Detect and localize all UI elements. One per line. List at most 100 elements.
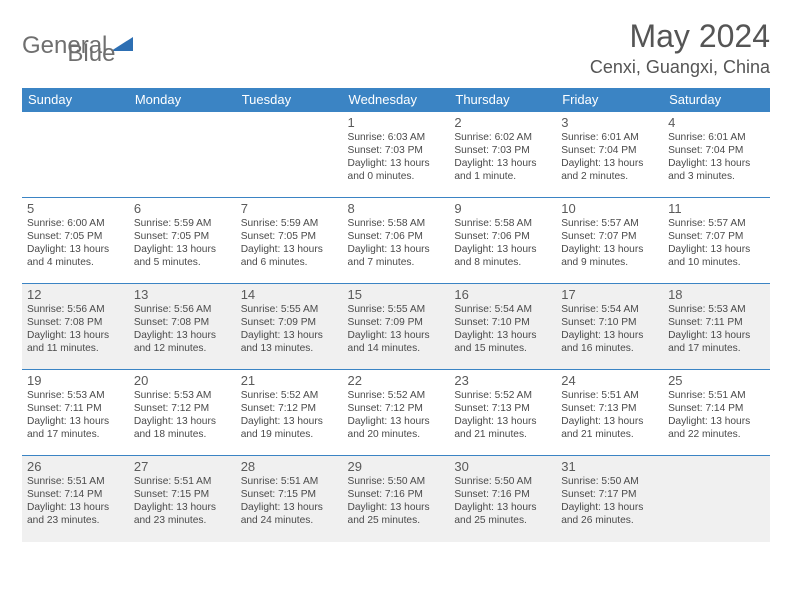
sunset-line: Sunset: 7:08 PM: [134, 316, 231, 329]
day-cell: 18Sunrise: 5:53 AMSunset: 7:11 PMDayligh…: [663, 284, 770, 370]
day-header: Sunday: [22, 88, 129, 112]
daylight-line: Daylight: 13 hours and 15 minutes.: [454, 329, 551, 355]
day-cell: 5Sunrise: 6:00 AMSunset: 7:05 PMDaylight…: [22, 198, 129, 284]
day-cell: 19Sunrise: 5:53 AMSunset: 7:11 PMDayligh…: [22, 370, 129, 456]
day-cell: 7Sunrise: 5:59 AMSunset: 7:05 PMDaylight…: [236, 198, 343, 284]
daylight-line: Daylight: 13 hours and 25 minutes.: [454, 501, 551, 527]
daylight-line: Daylight: 13 hours and 25 minutes.: [348, 501, 445, 527]
sunset-line: Sunset: 7:12 PM: [241, 402, 338, 415]
daylight-line: Daylight: 13 hours and 23 minutes.: [134, 501, 231, 527]
sunrise-line: Sunrise: 5:58 AM: [348, 217, 445, 230]
day-info: Sunrise: 5:52 AMSunset: 7:12 PMDaylight:…: [241, 389, 338, 441]
day-info: Sunrise: 5:50 AMSunset: 7:17 PMDaylight:…: [561, 475, 658, 527]
sunset-line: Sunset: 7:16 PM: [454, 488, 551, 501]
daylight-line: Daylight: 13 hours and 24 minutes.: [241, 501, 338, 527]
day-number: 5: [27, 201, 124, 216]
day-cell: 9Sunrise: 5:58 AMSunset: 7:06 PMDaylight…: [449, 198, 556, 284]
sunset-line: Sunset: 7:17 PM: [561, 488, 658, 501]
day-number: 14: [241, 287, 338, 302]
day-number: 10: [561, 201, 658, 216]
sunrise-line: Sunrise: 5:50 AM: [454, 475, 551, 488]
sunset-line: Sunset: 7:10 PM: [454, 316, 551, 329]
day-info: Sunrise: 5:54 AMSunset: 7:10 PMDaylight:…: [561, 303, 658, 355]
day-number: 20: [134, 373, 231, 388]
day-cell: [663, 456, 770, 542]
daylight-line: Daylight: 13 hours and 13 minutes.: [241, 329, 338, 355]
daylight-line: Daylight: 13 hours and 23 minutes.: [27, 501, 124, 527]
sunrise-line: Sunrise: 5:58 AM: [454, 217, 551, 230]
week-row: 1Sunrise: 6:03 AMSunset: 7:03 PMDaylight…: [22, 112, 770, 198]
sunrise-line: Sunrise: 5:59 AM: [134, 217, 231, 230]
sunset-line: Sunset: 7:05 PM: [134, 230, 231, 243]
week-row: 19Sunrise: 5:53 AMSunset: 7:11 PMDayligh…: [22, 370, 770, 456]
sunset-line: Sunset: 7:05 PM: [241, 230, 338, 243]
day-header-row: Sunday Monday Tuesday Wednesday Thursday…: [22, 88, 770, 112]
day-info: Sunrise: 5:50 AMSunset: 7:16 PMDaylight:…: [348, 475, 445, 527]
day-info: Sunrise: 5:51 AMSunset: 7:15 PMDaylight:…: [241, 475, 338, 527]
day-number: 11: [668, 201, 765, 216]
day-header: Wednesday: [343, 88, 450, 112]
day-cell: 23Sunrise: 5:52 AMSunset: 7:13 PMDayligh…: [449, 370, 556, 456]
sunrise-line: Sunrise: 5:57 AM: [668, 217, 765, 230]
daylight-line: Daylight: 13 hours and 7 minutes.: [348, 243, 445, 269]
day-number: 28: [241, 459, 338, 474]
daylight-line: Daylight: 13 hours and 17 minutes.: [668, 329, 765, 355]
day-info: Sunrise: 5:52 AMSunset: 7:13 PMDaylight:…: [454, 389, 551, 441]
sunrise-line: Sunrise: 5:51 AM: [241, 475, 338, 488]
day-info: Sunrise: 5:57 AMSunset: 7:07 PMDaylight:…: [668, 217, 765, 269]
day-cell: 3Sunrise: 6:01 AMSunset: 7:04 PMDaylight…: [556, 112, 663, 198]
day-cell: 12Sunrise: 5:56 AMSunset: 7:08 PMDayligh…: [22, 284, 129, 370]
day-cell: 6Sunrise: 5:59 AMSunset: 7:05 PMDaylight…: [129, 198, 236, 284]
day-cell: 16Sunrise: 5:54 AMSunset: 7:10 PMDayligh…: [449, 284, 556, 370]
day-header: Tuesday: [236, 88, 343, 112]
day-number: 26: [27, 459, 124, 474]
day-cell: 10Sunrise: 5:57 AMSunset: 7:07 PMDayligh…: [556, 198, 663, 284]
day-info: Sunrise: 6:01 AMSunset: 7:04 PMDaylight:…: [668, 131, 765, 183]
day-cell: 11Sunrise: 5:57 AMSunset: 7:07 PMDayligh…: [663, 198, 770, 284]
day-number: 3: [561, 115, 658, 130]
logo: General Blue: [22, 18, 115, 68]
day-cell: 30Sunrise: 5:50 AMSunset: 7:16 PMDayligh…: [449, 456, 556, 542]
daylight-line: Daylight: 13 hours and 5 minutes.: [134, 243, 231, 269]
day-number: 21: [241, 373, 338, 388]
day-info: Sunrise: 5:51 AMSunset: 7:13 PMDaylight:…: [561, 389, 658, 441]
sunrise-line: Sunrise: 5:56 AM: [134, 303, 231, 316]
sunrise-line: Sunrise: 5:54 AM: [561, 303, 658, 316]
day-info: Sunrise: 5:56 AMSunset: 7:08 PMDaylight:…: [134, 303, 231, 355]
daylight-line: Daylight: 13 hours and 26 minutes.: [561, 501, 658, 527]
day-number: 4: [668, 115, 765, 130]
day-number: 7: [241, 201, 338, 216]
day-info: Sunrise: 5:53 AMSunset: 7:11 PMDaylight:…: [27, 389, 124, 441]
day-info: Sunrise: 5:54 AMSunset: 7:10 PMDaylight:…: [454, 303, 551, 355]
sunrise-line: Sunrise: 5:53 AM: [668, 303, 765, 316]
day-cell: 22Sunrise: 5:52 AMSunset: 7:12 PMDayligh…: [343, 370, 450, 456]
week-row: 12Sunrise: 5:56 AMSunset: 7:08 PMDayligh…: [22, 284, 770, 370]
sunset-line: Sunset: 7:13 PM: [454, 402, 551, 415]
sunrise-line: Sunrise: 6:01 AM: [668, 131, 765, 144]
day-cell: 31Sunrise: 5:50 AMSunset: 7:17 PMDayligh…: [556, 456, 663, 542]
day-cell: 1Sunrise: 6:03 AMSunset: 7:03 PMDaylight…: [343, 112, 450, 198]
sunrise-line: Sunrise: 5:55 AM: [241, 303, 338, 316]
sunrise-line: Sunrise: 5:55 AM: [348, 303, 445, 316]
sunrise-line: Sunrise: 5:50 AM: [561, 475, 658, 488]
sunset-line: Sunset: 7:05 PM: [27, 230, 124, 243]
daylight-line: Daylight: 13 hours and 12 minutes.: [134, 329, 231, 355]
sunset-line: Sunset: 7:11 PM: [668, 316, 765, 329]
day-number: 29: [348, 459, 445, 474]
daylight-line: Daylight: 13 hours and 14 minutes.: [348, 329, 445, 355]
day-info: Sunrise: 5:53 AMSunset: 7:11 PMDaylight:…: [668, 303, 765, 355]
sunset-line: Sunset: 7:06 PM: [454, 230, 551, 243]
daylight-line: Daylight: 13 hours and 22 minutes.: [668, 415, 765, 441]
day-info: Sunrise: 5:55 AMSunset: 7:09 PMDaylight:…: [348, 303, 445, 355]
day-number: 31: [561, 459, 658, 474]
day-cell: 14Sunrise: 5:55 AMSunset: 7:09 PMDayligh…: [236, 284, 343, 370]
day-number: 1: [348, 115, 445, 130]
sunset-line: Sunset: 7:03 PM: [348, 144, 445, 157]
sunset-line: Sunset: 7:03 PM: [454, 144, 551, 157]
daylight-line: Daylight: 13 hours and 8 minutes.: [454, 243, 551, 269]
location: Cenxi, Guangxi, China: [590, 57, 770, 78]
day-info: Sunrise: 5:50 AMSunset: 7:16 PMDaylight:…: [454, 475, 551, 527]
sunrise-line: Sunrise: 5:57 AM: [561, 217, 658, 230]
day-cell: 25Sunrise: 5:51 AMSunset: 7:14 PMDayligh…: [663, 370, 770, 456]
sunset-line: Sunset: 7:15 PM: [134, 488, 231, 501]
